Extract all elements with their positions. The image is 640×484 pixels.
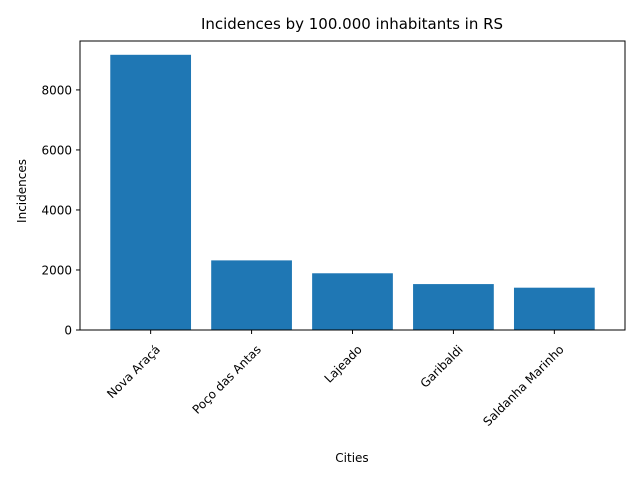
bar [513, 287, 595, 330]
bar [211, 260, 292, 330]
y-tick-label: 8000 [41, 83, 72, 97]
bars-layer [110, 54, 595, 331]
y-tick-label: 6000 [41, 143, 72, 157]
y-axis-ticks: 0 2000 4000 6000 8000 [41, 83, 80, 338]
y-tick-label: 2000 [41, 263, 72, 277]
bar [110, 54, 192, 331]
bar [413, 284, 494, 330]
y-axis-label: Incidences [15, 159, 29, 223]
bar [312, 273, 393, 330]
y-tick-label: 0 [64, 324, 72, 338]
y-tick-label: 4000 [41, 203, 72, 217]
chart-title: Incidences by 100.000 inhabitants in RS [201, 15, 503, 33]
x-axis-label: Cities [335, 451, 368, 465]
